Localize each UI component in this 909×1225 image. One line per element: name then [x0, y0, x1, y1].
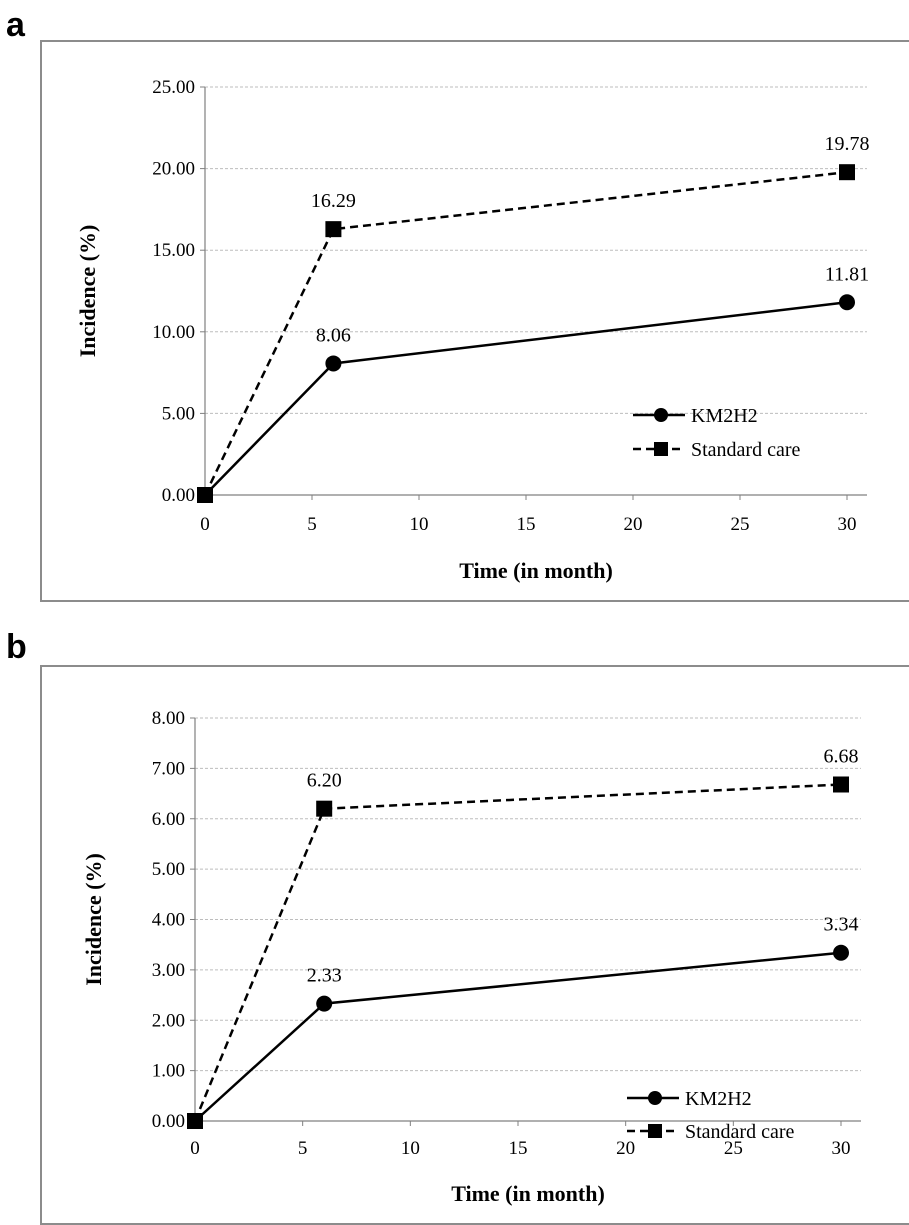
data-point-square: [325, 221, 342, 238]
x-tick-label: 20: [616, 1138, 635, 1159]
data-point-square: [197, 487, 213, 503]
series-line-standard-care: [203, 170, 848, 496]
x-tick-label: 0: [200, 514, 210, 535]
legend-label: KM2H2: [691, 405, 758, 427]
data-point-circle: [325, 355, 342, 372]
x-tick-label: 15: [509, 1138, 528, 1159]
y-tick-label: 25.00: [152, 77, 195, 98]
x-tick-label: 10: [410, 514, 429, 535]
x-tick-label: 20: [624, 514, 643, 535]
panel-a-frame: [40, 40, 909, 602]
x-axis-title: Time (in month): [459, 558, 613, 583]
data-point-square: [833, 776, 849, 793]
data-point-square: [187, 1113, 203, 1129]
data-label: 19.78: [825, 133, 870, 155]
data-label: 16.29: [311, 190, 356, 212]
x-tick-label: 0: [190, 1138, 200, 1159]
x-tick-label: 5: [307, 514, 317, 535]
data-label: 11.81: [825, 263, 869, 285]
y-tick-label: 4.00: [152, 910, 185, 931]
y-axis-title: Incidence (%): [81, 853, 106, 986]
x-tick-label: 25: [731, 514, 750, 535]
panel-a-letter: a: [6, 6, 25, 44]
data-point-circle: [839, 294, 855, 311]
panel-b-letter: b: [6, 628, 27, 666]
y-axis-title: Incidence (%): [75, 225, 100, 358]
x-tick-label: 5: [298, 1138, 308, 1159]
data-label: 6.68: [824, 745, 859, 767]
x-tick-label: 15: [517, 514, 536, 535]
series-line-km2h2: [204, 301, 848, 496]
legend-marker-circle: [648, 1091, 662, 1105]
y-tick-label: 7.00: [152, 758, 185, 779]
data-point-circle: [316, 995, 333, 1012]
chart-b: 0.00 1.00 2.00 3.00 4.00 5.00 6.00 7.00 8.00 0 5 10…: [81, 708, 861, 1206]
chart-a: 0.00 5.00 10.00 15.00 20.00 25.00 0 5 10 15 20 25 30…: [75, 77, 870, 583]
y-tick-label: 6.00: [152, 809, 185, 830]
series-line-standard-care: [193, 783, 842, 1122]
y-tick-label: 15.00: [152, 240, 195, 261]
x-tick-label: 10: [401, 1138, 420, 1159]
y-tick-label: 2.00: [152, 1010, 185, 1031]
legend-marker-square: [654, 442, 668, 456]
y-tick-label: 3.00: [152, 960, 185, 981]
data-point-square: [839, 164, 855, 181]
y-tick-label: 10.00: [152, 322, 195, 343]
data-label: 6.20: [307, 770, 342, 792]
y-tick-label: 0.00: [152, 1111, 185, 1132]
legend-marker-circle: [654, 408, 668, 422]
panel-b-frame: [40, 665, 909, 1225]
y-tick-label: 20.00: [152, 159, 195, 180]
x-tick-label: 30: [838, 514, 857, 535]
y-tick-label: 0.00: [162, 485, 195, 506]
legend-label: Standard care: [691, 439, 801, 461]
y-tick-label: 5.00: [162, 403, 195, 424]
x-axis-title: Time (in month): [451, 1181, 605, 1206]
legend-label: KM2H2: [685, 1088, 752, 1110]
data-label: 8.06: [316, 324, 351, 346]
data-point-circle: [833, 944, 849, 961]
legend-label: Standard care: [685, 1121, 795, 1143]
legend-marker-square: [648, 1124, 662, 1138]
data-label: 2.33: [307, 965, 342, 987]
y-tick-label: 8.00: [152, 708, 185, 729]
x-tick-label: 25: [724, 1138, 743, 1159]
y-tick-label: 5.00: [152, 859, 185, 880]
x-tick-label: 30: [832, 1138, 851, 1159]
data-label: 3.34: [824, 914, 859, 936]
y-tick-label: 1.00: [152, 1061, 185, 1082]
data-point-square: [316, 800, 333, 817]
